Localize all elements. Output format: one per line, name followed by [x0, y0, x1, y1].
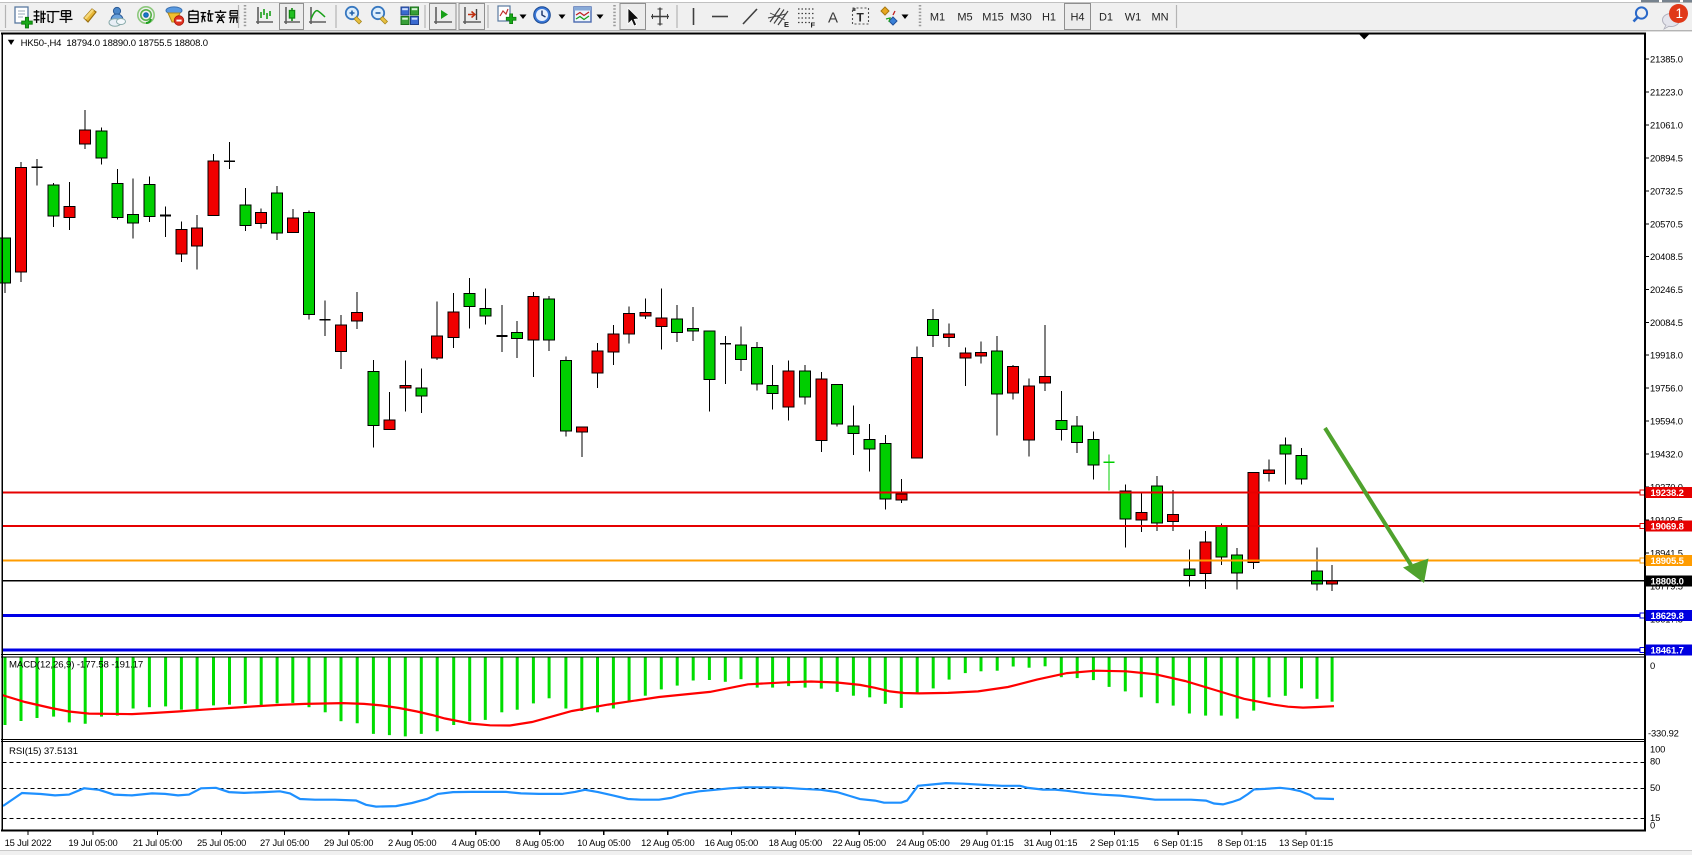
svg-text:20246.5: 20246.5 [1650, 284, 1683, 295]
svg-text:19756.0: 19756.0 [1650, 382, 1683, 393]
svg-text:10 Aug 05:00: 10 Aug 05:00 [577, 837, 630, 848]
svg-text:18905.5: 18905.5 [1651, 556, 1685, 567]
svg-text:M15: M15 [982, 12, 1003, 24]
svg-text:15: 15 [1650, 812, 1660, 823]
svg-text:80: 80 [1650, 756, 1660, 767]
svg-text:19 Jul 05:00: 19 Jul 05:00 [68, 837, 117, 848]
svg-text:HK50-,H4 18794.0 18890.0 1875: HK50-,H4 18794.0 18890.0 18755.5 18808.0 [21, 38, 208, 49]
svg-text:0: 0 [1650, 820, 1655, 831]
svg-text:21061.0: 21061.0 [1650, 119, 1683, 130]
svg-text:12 Aug 05:00: 12 Aug 05:00 [641, 837, 694, 848]
svg-text:24 Aug 05:00: 24 Aug 05:00 [896, 837, 949, 848]
svg-text:25 Jul 05:00: 25 Jul 05:00 [197, 837, 246, 848]
svg-text:H1: H1 [1042, 12, 1056, 24]
svg-text:F: F [811, 21, 816, 30]
svg-text:50: 50 [1650, 782, 1660, 793]
svg-text:18 Aug 05:00: 18 Aug 05:00 [769, 837, 822, 848]
svg-text:20408.5: 20408.5 [1650, 251, 1683, 262]
svg-text:0: 0 [1650, 660, 1655, 671]
svg-text:T: T [857, 11, 865, 25]
svg-text:21223.0: 21223.0 [1650, 86, 1683, 97]
svg-text:M5: M5 [957, 12, 972, 24]
svg-text:MACD(12,26,9) -177.58 -191.17: MACD(12,26,9) -177.58 -191.17 [9, 660, 143, 671]
svg-text:27 Jul 05:00: 27 Jul 05:00 [260, 837, 309, 848]
svg-text:15 Jul 2022: 15 Jul 2022 [5, 837, 52, 848]
svg-text:1: 1 [1676, 6, 1684, 21]
svg-text:19103.5: 19103.5 [1650, 514, 1683, 525]
svg-text:6 Sep 01:15: 6 Sep 01:15 [1154, 837, 1203, 848]
svg-text:19594.0: 19594.0 [1650, 415, 1683, 426]
svg-text:29 Aug 01:15: 29 Aug 01:15 [960, 837, 1013, 848]
svg-text:13 Sep 01:15: 13 Sep 01:15 [1279, 837, 1333, 848]
svg-text:D1: D1 [1099, 12, 1113, 24]
svg-text:19432.0: 19432.0 [1650, 448, 1683, 459]
svg-text:19238.2: 19238.2 [1651, 488, 1684, 499]
svg-text:-330.92: -330.92 [1648, 727, 1679, 738]
svg-text:8 Sep 01:15: 8 Sep 01:15 [1218, 837, 1267, 848]
svg-text:20894.5: 20894.5 [1650, 152, 1683, 163]
svg-text:18941.5: 18941.5 [1650, 547, 1683, 558]
svg-text:W1: W1 [1125, 12, 1142, 24]
svg-text:19270.0: 19270.0 [1650, 481, 1683, 492]
svg-text:2 Sep 01:15: 2 Sep 01:15 [1090, 837, 1139, 848]
svg-text:RSI(15) 37.5131: RSI(15) 37.5131 [9, 746, 78, 757]
svg-text:31 Aug 01:15: 31 Aug 01:15 [1024, 837, 1077, 848]
svg-text:16 Aug 05:00: 16 Aug 05:00 [705, 837, 758, 848]
svg-text:19069.8: 19069.8 [1651, 522, 1684, 533]
svg-text:20732.5: 20732.5 [1650, 185, 1683, 196]
svg-text:18461.7: 18461.7 [1651, 646, 1684, 657]
svg-text:22 Aug 05:00: 22 Aug 05:00 [832, 837, 885, 848]
svg-text:4 Aug 05:00: 4 Aug 05:00 [452, 837, 500, 848]
svg-text:E: E [784, 20, 789, 29]
svg-text:20570.5: 20570.5 [1650, 218, 1683, 229]
svg-text:19918.0: 19918.0 [1650, 349, 1683, 360]
svg-text:M30: M30 [1010, 12, 1031, 24]
svg-text:8 Aug 05:00: 8 Aug 05:00 [516, 837, 564, 848]
svg-text:H4: H4 [1070, 12, 1084, 24]
svg-text:18629.8: 18629.8 [1651, 611, 1684, 622]
svg-text:18808.0: 18808.0 [1651, 577, 1684, 588]
svg-text:21385.0: 21385.0 [1650, 53, 1683, 64]
svg-text:MN: MN [1151, 12, 1168, 24]
svg-text:100: 100 [1650, 744, 1665, 755]
svg-text:A: A [828, 10, 838, 27]
svg-text:21 Jul 05:00: 21 Jul 05:00 [133, 837, 182, 848]
svg-text:20084.5: 20084.5 [1650, 317, 1683, 328]
svg-text:M1: M1 [930, 12, 945, 24]
svg-text:29 Jul 05:00: 29 Jul 05:00 [324, 837, 373, 848]
svg-text:2 Aug 05:00: 2 Aug 05:00 [388, 837, 436, 848]
